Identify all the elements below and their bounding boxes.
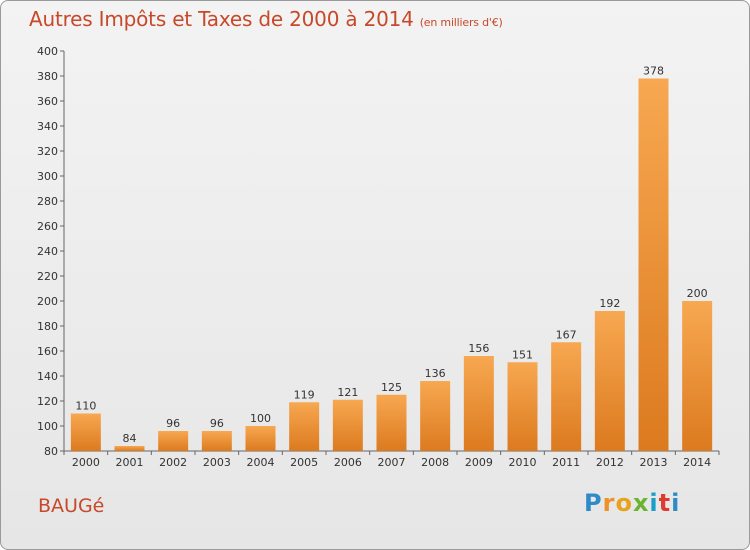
value-label: 119 — [294, 388, 315, 401]
logo-letter: i — [649, 489, 659, 517]
logo-letter: P — [584, 489, 603, 517]
bar — [158, 431, 189, 451]
value-label: 96 — [166, 417, 180, 430]
value-label: 167 — [556, 328, 577, 341]
x-tick-label: 2004 — [247, 456, 275, 469]
y-tick-label: 180 — [37, 320, 58, 333]
x-tick-label: 2006 — [334, 456, 362, 469]
bar — [507, 362, 538, 451]
y-tick-label: 300 — [37, 170, 58, 183]
x-tick-label: 2010 — [509, 456, 537, 469]
bar — [201, 431, 232, 451]
y-tick-label: 320 — [37, 145, 58, 158]
value-label: 100 — [250, 412, 271, 425]
logo-letter: i — [671, 489, 681, 517]
y-tick-label: 260 — [37, 220, 58, 233]
bar — [70, 413, 101, 451]
value-label: 84 — [123, 432, 137, 445]
x-tick-label: 2003 — [203, 456, 231, 469]
value-label: 121 — [337, 386, 358, 399]
y-tick-label: 140 — [37, 370, 58, 383]
x-tick-label: 2000 — [72, 456, 100, 469]
bar — [463, 356, 494, 451]
chart-title: Autres Impôts et Taxes de 2000 à 2014 (en… — [29, 7, 503, 31]
value-label: 110 — [75, 400, 96, 413]
logo-letter: t — [658, 489, 672, 517]
y-tick-label: 280 — [37, 195, 58, 208]
y-tick-label: 220 — [37, 270, 58, 283]
value-label: 136 — [425, 367, 446, 380]
y-tick-label: 360 — [37, 95, 58, 108]
x-tick-label: 2008 — [421, 456, 449, 469]
y-tick-label: 240 — [37, 245, 58, 258]
logo-letter: r — [602, 489, 616, 517]
y-tick-label: 380 — [37, 70, 58, 83]
bar — [420, 381, 451, 451]
y-tick-label: 200 — [37, 295, 58, 308]
value-label: 125 — [381, 381, 402, 394]
bar — [638, 78, 669, 451]
x-tick-label: 2014 — [683, 456, 711, 469]
title-text: Autres Impôts et Taxes de 2000 à 2014 — [29, 7, 414, 31]
x-tick-label: 2011 — [552, 456, 580, 469]
x-tick-label: 2009 — [465, 456, 493, 469]
y-tick-label: 340 — [37, 120, 58, 133]
commune-name: BAUGé — [38, 495, 105, 517]
bar — [332, 399, 363, 451]
y-tick-label: 80 — [44, 445, 58, 458]
bar — [551, 342, 582, 451]
logo-letter: o — [615, 489, 633, 517]
value-label: 96 — [210, 417, 224, 430]
bar — [594, 311, 625, 451]
bar — [682, 301, 713, 451]
value-label: 151 — [512, 348, 533, 361]
logo-letter: x — [632, 489, 650, 517]
value-label: 156 — [468, 342, 489, 355]
bar — [376, 394, 407, 451]
bar — [289, 402, 320, 451]
x-tick-label: 2001 — [116, 456, 144, 469]
x-tick-label: 2005 — [290, 456, 318, 469]
proxiti-logo: Proxiti — [584, 489, 680, 517]
bar — [114, 446, 145, 451]
y-tick-label: 160 — [37, 345, 58, 358]
x-tick-label: 2007 — [378, 456, 406, 469]
unit-label: (en milliers d'€) — [419, 16, 503, 29]
x-tick-label: 2013 — [640, 456, 668, 469]
y-tick-label: 120 — [37, 395, 58, 408]
value-label: 200 — [687, 287, 708, 300]
x-tick-label: 2012 — [596, 456, 624, 469]
y-tick-label: 100 — [37, 420, 58, 433]
bar — [245, 426, 276, 451]
value-label: 192 — [599, 297, 620, 310]
value-label: 378 — [643, 65, 664, 78]
y-tick-label: 400 — [37, 45, 58, 58]
x-tick-label: 2002 — [159, 456, 187, 469]
